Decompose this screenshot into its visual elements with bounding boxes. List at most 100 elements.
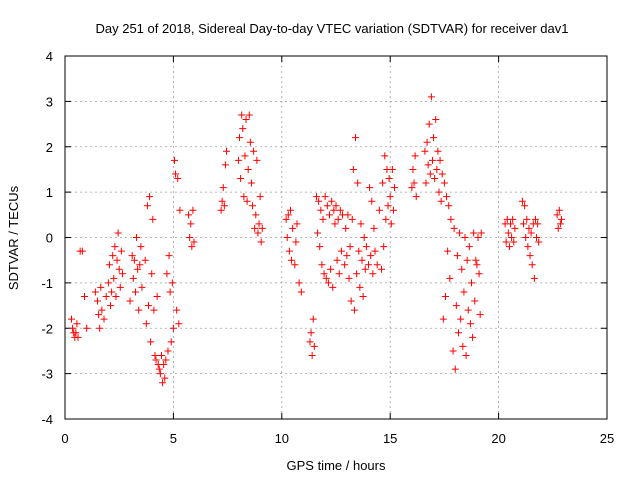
data-point [343, 252, 351, 260]
data-point [472, 256, 480, 264]
data-point [238, 111, 246, 119]
data-point [108, 288, 116, 296]
data-point [378, 265, 386, 273]
data-point [110, 274, 118, 282]
data-point [325, 211, 333, 219]
data-point [381, 152, 389, 160]
data-point [253, 156, 261, 164]
data-point [466, 320, 474, 328]
data-point [164, 347, 172, 355]
data-points [68, 93, 565, 387]
data-point [462, 351, 470, 359]
data-point [335, 270, 343, 278]
y-tick-label: -2 [41, 321, 53, 336]
data-point [172, 170, 180, 178]
data-point [286, 206, 294, 214]
data-point [461, 234, 469, 241]
data-point [469, 333, 477, 341]
data-point [441, 292, 449, 300]
data-point [317, 206, 325, 214]
data-point [509, 215, 517, 223]
data-point [297, 288, 305, 296]
y-tick-label: 0 [46, 231, 53, 246]
data-point [526, 252, 534, 260]
data-point [334, 215, 342, 223]
data-point [244, 165, 252, 173]
data-point [98, 306, 106, 314]
x-axis-label: GPS time / hours [287, 458, 386, 473]
data-point [421, 147, 429, 155]
data-point [306, 338, 314, 346]
data-point [316, 243, 324, 251]
data-point [293, 220, 301, 228]
data-point [315, 197, 323, 205]
x-tick-label: 20 [491, 431, 505, 446]
data-point [346, 243, 354, 251]
data-point [160, 361, 168, 369]
data-point [534, 220, 542, 228]
data-point [129, 274, 137, 282]
data-point [411, 152, 419, 160]
data-point [116, 283, 124, 291]
data-point [234, 156, 242, 164]
data-point [454, 329, 462, 337]
data-point [366, 184, 374, 192]
data-point [468, 279, 475, 287]
grid-lines [65, 56, 607, 419]
data-point [437, 197, 445, 205]
data-point [473, 261, 481, 269]
data-point [427, 93, 435, 101]
data-point [388, 165, 396, 173]
data-point [445, 202, 453, 210]
data-point [525, 224, 533, 232]
data-point [285, 247, 293, 255]
data-point [187, 220, 195, 228]
data-point [114, 229, 122, 237]
data-point [342, 224, 350, 232]
data-point [451, 365, 459, 373]
data-point [409, 165, 417, 173]
data-point [379, 179, 387, 187]
data-point [97, 283, 105, 291]
y-tick-label: 4 [46, 49, 53, 64]
data-point [369, 270, 377, 278]
data-point [518, 197, 526, 205]
y-tick-label: 1 [46, 185, 53, 200]
data-point [319, 215, 327, 223]
data-point [166, 288, 174, 296]
data-point [168, 279, 176, 287]
data-point [254, 229, 262, 237]
data-point [425, 120, 433, 128]
data-point [386, 193, 394, 201]
y-tick-label: -4 [41, 412, 53, 427]
data-point [95, 311, 103, 319]
y-tick-label: 2 [46, 140, 53, 155]
data-point [352, 134, 360, 142]
data-point [443, 193, 451, 201]
data-point [143, 202, 151, 210]
data-point [410, 179, 418, 187]
data-point [136, 261, 144, 269]
data-point [102, 292, 110, 300]
data-point [460, 288, 468, 296]
x-tick-label: 15 [383, 431, 397, 446]
data-point [530, 274, 538, 282]
data-point [459, 342, 467, 350]
data-point [256, 193, 264, 201]
data-point [337, 247, 345, 255]
data-point [450, 224, 458, 232]
data-point [318, 261, 326, 269]
data-point [332, 202, 340, 210]
data-point [371, 247, 379, 255]
data-point [283, 234, 291, 241]
data-point [476, 311, 484, 319]
data-point [463, 256, 471, 264]
data-point [387, 220, 395, 228]
data-point [242, 116, 250, 124]
data-point [323, 202, 331, 210]
data-point [354, 179, 362, 187]
data-point [149, 215, 157, 223]
data-point [312, 193, 320, 201]
data-point [504, 229, 512, 237]
